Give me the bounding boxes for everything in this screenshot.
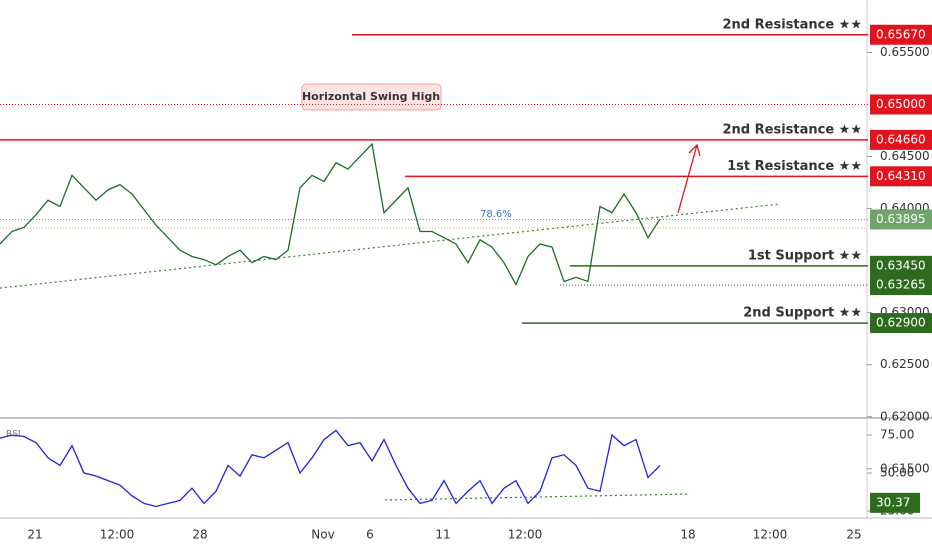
support-trendline [0, 203, 781, 289]
y-tick-label: 50.00 [880, 466, 914, 480]
x-tick-label: 11 [435, 528, 450, 542]
price-tag [870, 94, 932, 115]
rsi-title: RSI [6, 430, 21, 440]
price-tag [870, 255, 932, 276]
price-tag-label: 0.62900 [876, 316, 926, 330]
x-tick-label: 28 [192, 528, 207, 542]
y-tick-label: 0.62500 [880, 357, 930, 371]
y-tick-label: 0.65500 [880, 45, 930, 59]
price-tag-label: 0.64660 [876, 132, 926, 146]
level-label: 1st Support ★★ [748, 248, 862, 263]
level-label: 2nd Resistance ★★ [723, 17, 863, 32]
price-tag-label: 0.64310 [876, 169, 926, 183]
annotation-box [301, 83, 442, 111]
price-tag [870, 275, 932, 296]
y-tick-label: 0.61500 [880, 461, 930, 475]
price-tag-label: 0.65670 [876, 27, 926, 41]
price-tag [870, 166, 932, 187]
x-tick-label: 12:00 [508, 528, 543, 542]
forecast-arrow [677, 143, 701, 214]
x-tick-label: Nov [311, 528, 334, 542]
rsi-tag-label: 30.37 [876, 495, 910, 509]
level-label: 2nd Resistance ★★ [723, 122, 863, 137]
price-tag [870, 24, 932, 45]
x-tick-label: 25 [846, 528, 861, 542]
y-tick-label: 75.00 [880, 428, 914, 442]
x-tick-label: 18 [680, 528, 695, 542]
annotation: Horizontal Swing High [302, 90, 440, 103]
series-line [0, 142, 661, 287]
price-tag [870, 313, 932, 334]
rsi-tag [870, 492, 920, 513]
level-label: 1st Resistance ★★ [727, 159, 862, 174]
x-tick-label: 12:00 [100, 528, 135, 542]
x-tick-label: 6 [366, 528, 374, 542]
level-label: 2nd Support ★★ [743, 306, 862, 321]
series-line [0, 429, 661, 508]
x-tick-label: 21 [27, 528, 42, 542]
price-tag [870, 209, 932, 230]
y-tick-label: 0.62000 [880, 409, 930, 423]
price-tag-label: 0.63265 [876, 278, 926, 292]
price-tag-label: 0.65000 [876, 97, 926, 111]
price-tag-label: 0.63895 [876, 212, 926, 226]
price-tag [870, 129, 932, 150]
rsi-trendline [384, 493, 691, 501]
fib-label: 78.6% [480, 209, 512, 220]
price-tag-label: 0.63450 [876, 258, 926, 272]
x-tick-label: 12:00 [753, 528, 788, 542]
y-tick-label: 0.64500 [880, 149, 930, 163]
